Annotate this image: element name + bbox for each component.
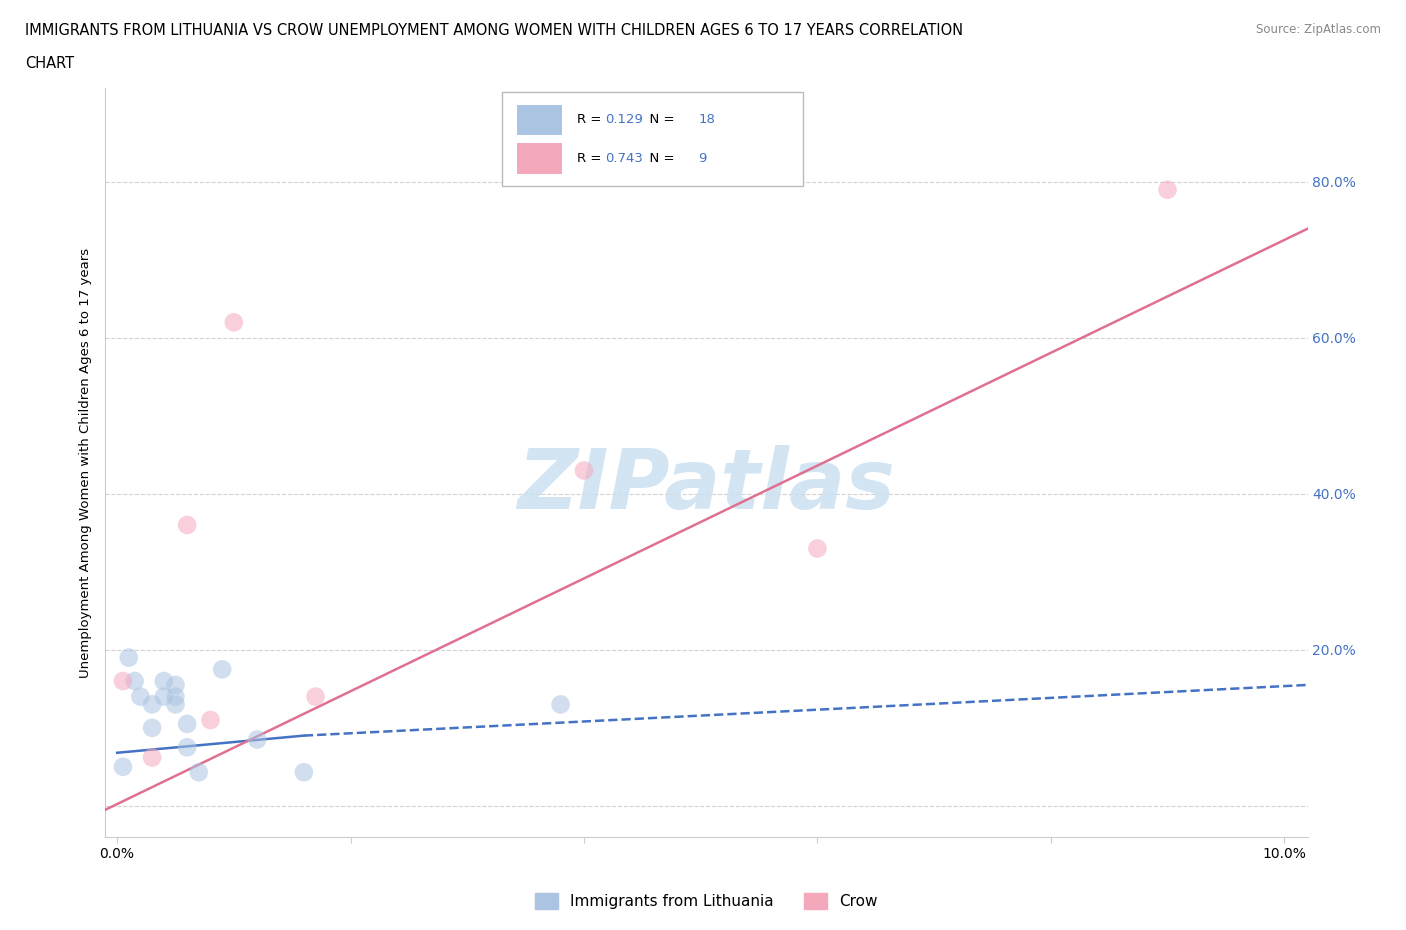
Point [153, 689, 176, 704]
Point [222, 315, 245, 330]
Text: R =: R = [578, 113, 606, 126]
Point [111, 673, 134, 688]
Text: 0.743: 0.743 [605, 153, 643, 166]
Point [292, 764, 315, 779]
Text: N =: N = [641, 113, 679, 126]
Point [111, 760, 134, 775]
Point [246, 732, 269, 747]
Point [141, 750, 163, 764]
Text: R =: R = [578, 153, 606, 166]
Point [1156, 182, 1178, 197]
Point [165, 697, 187, 711]
Point [187, 764, 209, 779]
Text: N =: N = [641, 153, 679, 166]
Point [165, 677, 187, 692]
Point [200, 712, 222, 727]
Text: CHART: CHART [25, 56, 75, 71]
Point [153, 673, 176, 688]
Point [550, 697, 572, 711]
Point [141, 697, 163, 711]
Text: 9: 9 [699, 153, 707, 166]
Y-axis label: Unemployment Among Women with Children Ages 6 to 17 years: Unemployment Among Women with Children A… [79, 247, 93, 678]
Point [124, 673, 146, 688]
Point [806, 541, 828, 556]
Text: 0.129: 0.129 [605, 113, 643, 126]
Point [176, 518, 198, 533]
Text: 18: 18 [699, 113, 716, 126]
Text: ZIPatlas: ZIPatlas [517, 445, 896, 525]
Legend: Immigrants from Lithuania, Crow: Immigrants from Lithuania, Crow [529, 887, 884, 915]
Point [118, 650, 141, 665]
FancyBboxPatch shape [517, 143, 562, 174]
Point [176, 716, 198, 731]
Point [141, 721, 163, 736]
Point [304, 689, 326, 704]
Point [211, 662, 233, 677]
Text: IMMIGRANTS FROM LITHUANIA VS CROW UNEMPLOYMENT AMONG WOMEN WITH CHILDREN AGES 6 : IMMIGRANTS FROM LITHUANIA VS CROW UNEMPL… [25, 23, 963, 38]
Point [129, 689, 152, 704]
Text: Source: ZipAtlas.com: Source: ZipAtlas.com [1256, 23, 1381, 36]
Point [165, 689, 187, 704]
FancyBboxPatch shape [517, 105, 562, 135]
Point [572, 463, 595, 478]
Point [176, 740, 198, 755]
FancyBboxPatch shape [502, 92, 803, 186]
